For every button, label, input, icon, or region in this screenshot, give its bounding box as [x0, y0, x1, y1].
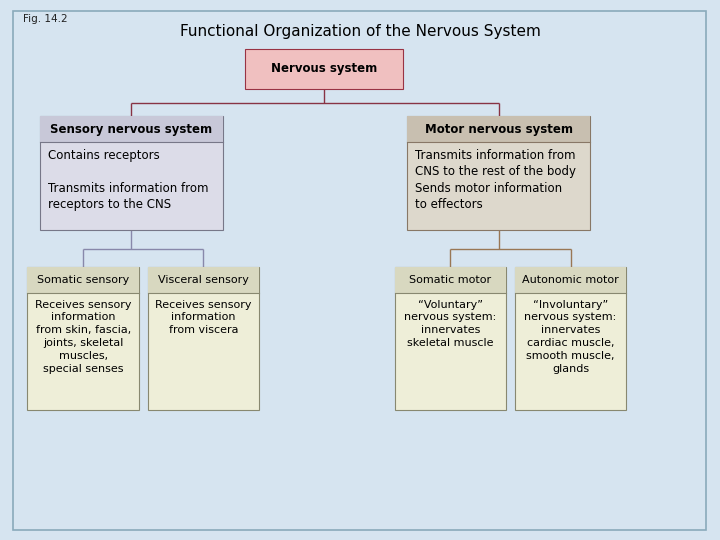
FancyBboxPatch shape	[245, 49, 403, 89]
Text: Somatic sensory: Somatic sensory	[37, 275, 130, 285]
FancyBboxPatch shape	[148, 267, 259, 293]
FancyBboxPatch shape	[515, 267, 626, 293]
Text: Autonomic motor: Autonomic motor	[522, 275, 619, 285]
Text: Nervous system: Nervous system	[271, 62, 377, 76]
FancyBboxPatch shape	[40, 116, 223, 230]
FancyBboxPatch shape	[40, 116, 223, 142]
FancyBboxPatch shape	[27, 267, 139, 410]
Text: Sensory nervous system: Sensory nervous system	[50, 123, 212, 136]
Text: “Voluntary”
nervous system:
innervates
skeletal muscle: “Voluntary” nervous system: innervates s…	[404, 300, 497, 348]
Text: Somatic motor: Somatic motor	[409, 275, 492, 285]
FancyBboxPatch shape	[515, 267, 626, 410]
FancyBboxPatch shape	[27, 267, 139, 293]
Text: Transmits information from
CNS to the rest of the body
Sends motor information
t: Transmits information from CNS to the re…	[415, 148, 577, 211]
Text: Contains receptors

Transmits information from
receptors to the CNS: Contains receptors Transmits information…	[48, 148, 209, 211]
Text: Fig. 14.2: Fig. 14.2	[23, 14, 68, 24]
Text: “Involuntary”
nervous system:
innervates
cardiac muscle,
smooth muscle,
glands: “Involuntary” nervous system: innervates…	[524, 300, 617, 374]
Text: Visceral sensory: Visceral sensory	[158, 275, 249, 285]
Text: Motor nervous system: Motor nervous system	[425, 123, 572, 136]
Text: Receives sensory
information
from viscera: Receives sensory information from viscer…	[155, 300, 252, 335]
FancyBboxPatch shape	[395, 267, 506, 410]
FancyBboxPatch shape	[407, 116, 590, 230]
FancyBboxPatch shape	[407, 116, 590, 142]
FancyBboxPatch shape	[395, 267, 506, 293]
FancyBboxPatch shape	[148, 267, 259, 410]
Text: Functional Organization of the Nervous System: Functional Organization of the Nervous S…	[179, 24, 541, 39]
Text: Receives sensory
information
from skin, fascia,
joints, skeletal
muscles,
specia: Receives sensory information from skin, …	[35, 300, 132, 374]
